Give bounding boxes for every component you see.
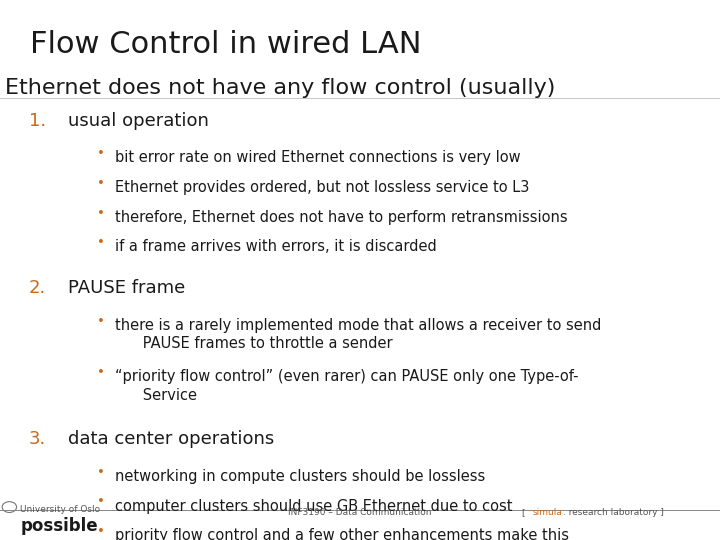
Text: 1.: 1. (29, 111, 46, 130)
Text: Ethernet does not have any flow control (usually): Ethernet does not have any flow control … (5, 78, 555, 98)
Text: •: • (97, 495, 105, 509)
Text: if a frame arrives with errors, it is discarded: if a frame arrives with errors, it is di… (115, 239, 437, 254)
Text: possible: possible (20, 517, 98, 535)
Text: •: • (97, 366, 105, 379)
Text: . research laboratory ]: . research laboratory ] (560, 508, 664, 517)
Text: •: • (97, 314, 105, 328)
Text: therefore, Ethernet does not have to perform retransmissions: therefore, Ethernet does not have to per… (115, 210, 568, 225)
Text: networking in compute clusters should be lossless: networking in compute clusters should be… (115, 469, 485, 484)
Text: computer clusters should use GB Ethernet due to cost: computer clusters should use GB Ethernet… (115, 498, 513, 514)
Text: •: • (97, 206, 105, 220)
Text: •: • (97, 236, 105, 249)
Text: there is a rarely implemented mode that allows a receiver to send
      PAUSE fr: there is a rarely implemented mode that … (115, 318, 602, 352)
Text: •: • (97, 147, 105, 160)
Text: PAUSE frame: PAUSE frame (68, 279, 186, 297)
Text: data center operations: data center operations (68, 430, 274, 448)
Text: University of Oslo: University of Oslo (20, 505, 100, 514)
Text: •: • (97, 177, 105, 190)
Text: 3.: 3. (29, 430, 46, 448)
Text: simula: simula (533, 508, 562, 517)
Text: priority flow control and a few other enhancements make this: priority flow control and a few other en… (115, 528, 570, 540)
Text: Ethernet provides ordered, but not lossless service to L3: Ethernet provides ordered, but not lossl… (115, 180, 530, 195)
Text: •: • (97, 465, 105, 479)
Text: •: • (97, 525, 105, 538)
Text: INF3190 – Data Communication: INF3190 – Data Communication (288, 508, 432, 517)
Text: “priority flow control” (even rarer) can PAUSE only one Type-of-
      Service: “priority flow control” (even rarer) can… (115, 369, 579, 403)
Text: Flow Control in wired LAN: Flow Control in wired LAN (30, 30, 421, 59)
Text: bit error rate on wired Ethernet connections is very low: bit error rate on wired Ethernet connect… (115, 150, 521, 165)
Text: usual operation: usual operation (68, 111, 210, 130)
Text: [: [ (522, 508, 528, 517)
Text: 2.: 2. (29, 279, 46, 297)
